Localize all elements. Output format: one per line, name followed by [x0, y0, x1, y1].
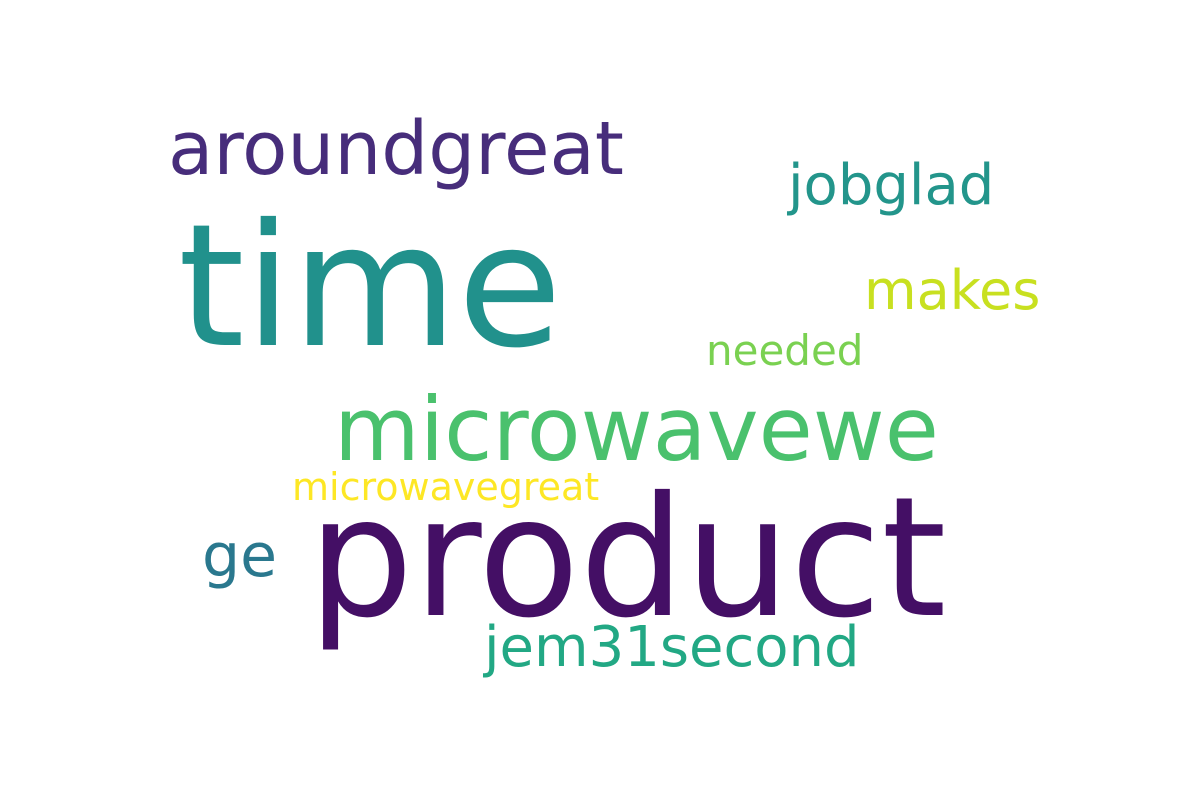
word-product: product: [308, 462, 947, 655]
word-time: time: [178, 188, 563, 386]
word-microwavegreat: microwavegreat: [292, 465, 600, 509]
word-makes: makes: [864, 259, 1041, 322]
word-aroundgreat: aroundgreat: [168, 106, 624, 192]
word-jobglad: jobglad: [788, 153, 995, 218]
word-ge: ge: [202, 521, 277, 591]
word-jem31second: jem31second: [484, 615, 860, 680]
word-microwavewe: microwavewe: [334, 378, 939, 481]
word-needed: needed: [706, 326, 864, 375]
